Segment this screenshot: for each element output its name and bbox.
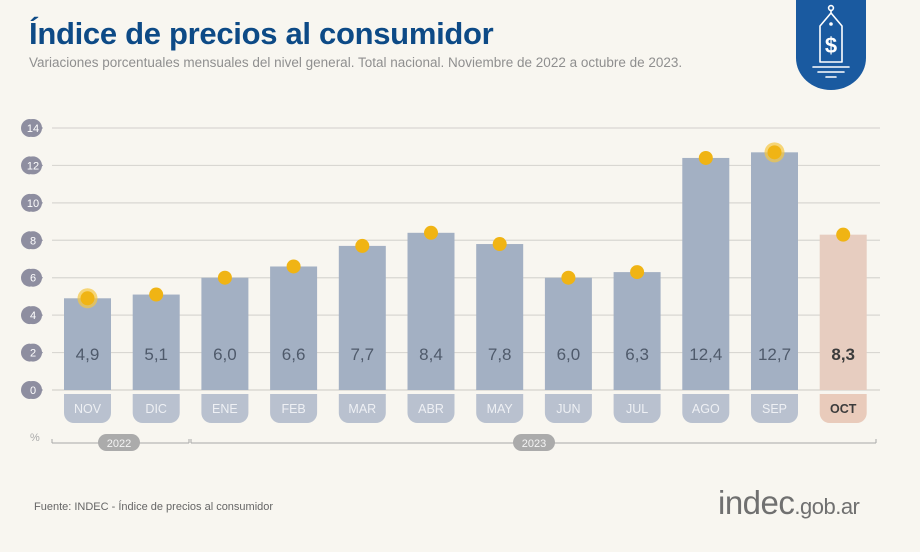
ytick-label-10: 10 <box>27 198 39 210</box>
month-label-sep: SEP <box>762 402 787 416</box>
page-title: Índice de precios al consumidor <box>29 16 494 51</box>
month-pill-oct <box>819 394 867 423</box>
bar-dic <box>132 294 180 390</box>
dollar-symbol: $ <box>825 33 837 58</box>
value-label-jun: 6,0 <box>557 345 581 364</box>
value-label-nov: 4,9 <box>76 345 100 364</box>
ytick-label-4: 4 <box>30 310 36 322</box>
grid-layer <box>52 127 880 391</box>
dot-sep <box>767 145 782 160</box>
month-pill-abr <box>407 394 455 423</box>
dot-jun <box>561 270 576 285</box>
value-label-ene: 6,0 <box>213 345 237 364</box>
value-label-ago: 12,4 <box>689 345 722 364</box>
ytick-label-2: 2 <box>30 348 36 360</box>
bar-ene <box>201 277 249 390</box>
logo-main: indec <box>718 484 795 521</box>
month-pill-ago <box>682 394 730 423</box>
ytick-bubble-circle-8 <box>24 231 42 250</box>
ytick-label-8: 8 <box>30 235 36 247</box>
year-pill-2022 <box>98 434 140 451</box>
value-label-dic: 5,1 <box>144 345 168 364</box>
dot-feb <box>286 259 301 274</box>
logo-domain: .gob.ar <box>794 494 860 519</box>
month-label-ago: AGO <box>692 402 720 416</box>
page-subtitle: Variaciones porcentuales mensuales del n… <box>29 55 683 70</box>
ytick-bubble-circle-0 <box>24 381 42 399</box>
price-tag-dollar-icon: $ <box>796 0 866 90</box>
month-pill-jul <box>613 394 661 423</box>
ytick-label-14: 14 <box>27 123 39 135</box>
month-pill-may <box>476 394 524 423</box>
dot-abr <box>424 225 438 240</box>
month-label-ene: ENE <box>212 402 238 416</box>
value-label-abr: 8,4 <box>419 345 443 364</box>
indec-logo[interactable]: indec.gob.ar <box>718 484 860 522</box>
bar-ago <box>682 157 730 390</box>
month-label-oct: OCT <box>830 402 857 416</box>
bar-oct <box>819 234 867 390</box>
ytick-label-12: 12 <box>27 160 39 172</box>
x-axis-labels: NOV DIC ENE FEB MAR ABR MAY JUN JUL AGO SEP OCT <box>64 394 867 423</box>
bar-may <box>476 244 524 390</box>
value-label-jul: 6,3 <box>625 345 649 364</box>
value-label-feb: 6,6 <box>282 345 306 364</box>
month-pill-feb <box>270 394 318 423</box>
ytick-bubble-circle-12 <box>24 156 42 175</box>
ytick-label-6: 6 <box>30 273 36 285</box>
ytick-bubble-circle-14 <box>24 119 42 137</box>
value-label-mar: 7,7 <box>350 345 374 364</box>
y-axis-ticks: 0 2 4 6 8 10 12 14 <box>21 119 43 399</box>
bar-sep <box>751 152 798 390</box>
ytick-bubble-circle-6 <box>24 268 42 287</box>
ytick-bubble-circle-4 <box>24 306 42 325</box>
year-label-2022: 2022 <box>107 438 131 450</box>
dot-dic <box>149 287 164 302</box>
dot-nov <box>80 291 95 306</box>
month-pill-nov <box>64 394 111 423</box>
month-label-jul: JUL <box>626 402 648 416</box>
month-pill-mar <box>338 394 386 423</box>
source-note: Fuente: INDEC - Índice de precios al con… <box>34 501 274 513</box>
dot-may <box>492 237 507 252</box>
bar-nov <box>64 298 111 390</box>
dot-jul <box>630 265 645 280</box>
month-pill-sep <box>751 394 798 423</box>
bar-abr <box>407 232 455 390</box>
year-groups: 2022 2023 <box>51 434 877 451</box>
month-label-feb: FEB <box>281 402 305 416</box>
month-label-may: MAY <box>487 402 514 416</box>
year-pill-2023 <box>513 434 555 451</box>
y-unit-label: % <box>30 432 40 444</box>
bar-feb <box>270 266 318 390</box>
bar-jun <box>544 277 592 390</box>
month-label-abr: ABR <box>418 402 444 416</box>
value-label-may: 7,8 <box>488 345 512 364</box>
dot-mar <box>355 238 370 253</box>
bars: 4,9 5,1 6,0 6,6 7,7 8,4 7,8 6,0 6,3 12,4 12,7 8,3 <box>64 142 867 390</box>
ytick-bubble-circle-10 <box>24 193 42 212</box>
value-label-oct: 8,3 <box>831 345 855 364</box>
year-label-2023: 2023 <box>522 438 546 450</box>
month-label-jun: JUN <box>556 402 580 416</box>
ytick-label-0: 0 <box>30 385 36 397</box>
month-pill-jun <box>544 394 592 423</box>
bar-mar <box>338 245 386 390</box>
month-label-mar: MAR <box>348 402 376 416</box>
month-pill-dic <box>132 394 180 423</box>
month-label-dic: DIC <box>145 402 167 416</box>
value-label-sep: 12,7 <box>758 345 791 364</box>
dot-ene <box>217 270 232 285</box>
month-pill-ene <box>201 394 249 423</box>
dot-oct <box>836 227 851 242</box>
dot-ago <box>698 150 713 165</box>
month-label-nov: NOV <box>74 402 102 416</box>
bar-jul <box>613 272 661 390</box>
ytick-bubble-circle-2 <box>24 343 42 362</box>
